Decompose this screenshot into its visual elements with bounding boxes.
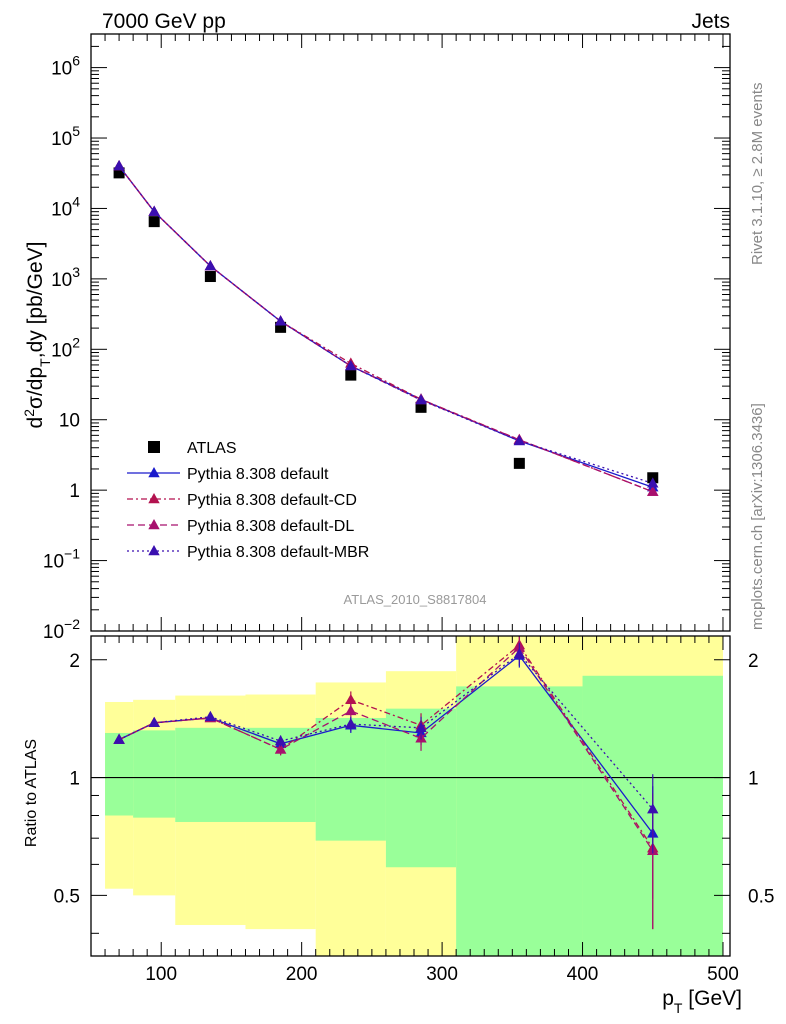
main-y-axis-title: d2σ/dpT,dy [pb/GeV] [21, 242, 53, 429]
mc-series-point [647, 485, 659, 496]
mc-series-point [148, 205, 160, 216]
main-y-tick-label: 105 [51, 123, 80, 150]
legend: ATLAS Pythia 8.308 default Pythia 8.308 de… [127, 440, 369, 561]
main-plot-area [113, 160, 659, 496]
ratio-y-axis-title: Ratio to ATLAS [23, 739, 40, 847]
mc-series-point [204, 260, 217, 271]
ratio-panel: 100 200 300 400 500 0.5 0.5 1 1 2 2 Ratio to ATLAS… [23, 635, 774, 1016]
ratio-series-point [345, 704, 357, 716]
legend-entry-label: ATLAS [187, 440, 237, 457]
x-axis-title: pT [GeV] [662, 987, 742, 1016]
atlas-data-point [204, 271, 216, 283]
header-right-label: Jets [691, 10, 730, 33]
atlas-data-point [345, 369, 357, 381]
ratio-series-point [148, 716, 160, 728]
x-tick-label: 300 [426, 964, 458, 985]
green-uncertainty-band [175, 727, 246, 822]
mc-series-point [274, 315, 287, 326]
x-tick-label: 500 [707, 964, 739, 985]
ratio-y-tick-label-right: 0.5 [748, 886, 774, 907]
legend-entry-label: Pythia 8.308 default [187, 466, 329, 483]
ratio-plot-area [113, 636, 659, 930]
ratio-y-tick-label-left: 1 [69, 769, 80, 790]
mc-series-point [647, 477, 659, 488]
atlas-data-point [415, 401, 427, 413]
ratio-y-tick-label-left: 0.5 [54, 886, 80, 907]
main-panel: 10−2 10−1 1 10 102 103 104 105 106 d2σ/dpT,dy [p… [21, 33, 731, 643]
ratio-series-point [274, 735, 287, 746]
mc-series-point [415, 394, 427, 405]
ratio-series-point [647, 803, 659, 814]
mc-series-point [113, 160, 125, 171]
atlas-data-point [513, 457, 525, 469]
ratio-series-point [345, 693, 357, 705]
ratio-axes: 100 200 300 400 500 0.5 0.5 1 1 2 2 [54, 636, 774, 985]
ratio-series-line [118, 644, 654, 849]
legend-marker [148, 545, 160, 556]
uncertainty-bands [91, 636, 730, 956]
ratio-series-point [113, 733, 125, 744]
atlas-data-point [113, 167, 125, 179]
analysis-watermark: ATLAS_2010_S8817804 [344, 592, 487, 607]
legend-marker [148, 467, 160, 478]
header-left-label: 7000 GeV pp [102, 10, 226, 33]
ratio-series-point [345, 718, 357, 729]
main-frame [90, 33, 731, 632]
legend-entry-label: Pythia 8.308 default-MBR [187, 544, 369, 561]
main-y-tick-label: 10 [59, 411, 80, 432]
legend-marker [148, 519, 160, 530]
ratio-series-point [513, 647, 526, 659]
ratio-series-line [118, 653, 654, 810]
main-y-tick-label: 106 [51, 53, 80, 80]
main-y-tick-label: 104 [51, 193, 80, 220]
mc-series-point [513, 434, 526, 446]
ratio-y-tick-label-left: 2 [69, 651, 80, 672]
main-y-tick-label: 102 [51, 334, 80, 361]
ratio-y-tick-label-right: 2 [748, 651, 759, 672]
mcplots-credit-label: mcplots.cern.ch [arXiv:1306.3436] [749, 403, 766, 630]
x-tick-label: 400 [567, 964, 599, 985]
green-uncertainty-band [133, 730, 176, 818]
ratio-series-line [118, 646, 654, 852]
main-y-tick-label: 1 [69, 481, 80, 502]
ratio-series-point [415, 721, 427, 733]
mc-series-line [118, 165, 653, 484]
mc-series-point [345, 359, 357, 371]
x-tick-label: 200 [286, 964, 318, 985]
main-axes: 10−2 10−1 1 10 102 103 104 105 106 [43, 33, 730, 643]
legend-entry-label: Pythia 8.308 default-DL [187, 518, 354, 535]
legend-marker-atlas [148, 441, 160, 453]
atlas-data-point [148, 216, 160, 228]
green-uncertainty-band [105, 732, 134, 816]
atlas-data-point [275, 321, 287, 333]
ratio-series-point [204, 710, 217, 721]
legend-marker [148, 493, 160, 504]
ratio-series-point [274, 743, 287, 754]
x-tick-label: 100 [145, 964, 177, 985]
rivet-version-label: Rivet 3.1.10, ≥ 2.8M events [749, 83, 766, 266]
main-y-tick-label: 10−2 [43, 616, 80, 643]
main-y-tick-label: 10−1 [43, 546, 80, 573]
ratio-y-tick-label-right: 1 [748, 769, 759, 790]
ratio-frame [90, 635, 731, 957]
green-uncertainty-band [315, 717, 386, 841]
main-y-tick-label: 103 [51, 264, 80, 291]
green-uncertainty-band [456, 686, 583, 956]
legend-entry-label: Pythia 8.308 default-CD [187, 492, 357, 509]
